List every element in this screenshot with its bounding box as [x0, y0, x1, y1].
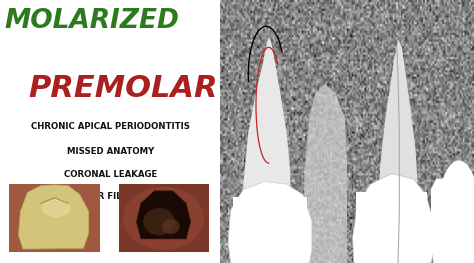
- Bar: [356, 192, 427, 263]
- Polygon shape: [304, 84, 347, 263]
- Ellipse shape: [43, 199, 70, 217]
- Polygon shape: [353, 174, 434, 263]
- Text: MOLARIZED: MOLARIZED: [4, 8, 179, 34]
- Text: PREMOLAR: PREMOLAR: [28, 74, 218, 103]
- Bar: [233, 197, 307, 263]
- Ellipse shape: [162, 219, 180, 234]
- Polygon shape: [243, 37, 290, 263]
- Ellipse shape: [123, 187, 204, 250]
- Text: CHRONIC APICAL PERIODONTITIS: CHRONIC APICAL PERIODONTITIS: [31, 122, 190, 131]
- Polygon shape: [228, 181, 312, 263]
- Text: POOR FILLING: POOR FILLING: [77, 192, 144, 201]
- Polygon shape: [18, 185, 89, 249]
- Ellipse shape: [438, 160, 474, 260]
- Text: CORONAL LEAKAGE: CORONAL LEAKAGE: [64, 170, 157, 179]
- Text: MISSED ANATOMY: MISSED ANATOMY: [66, 147, 154, 156]
- Polygon shape: [378, 39, 419, 263]
- Polygon shape: [137, 191, 191, 239]
- Polygon shape: [431, 179, 474, 263]
- Ellipse shape: [143, 208, 175, 235]
